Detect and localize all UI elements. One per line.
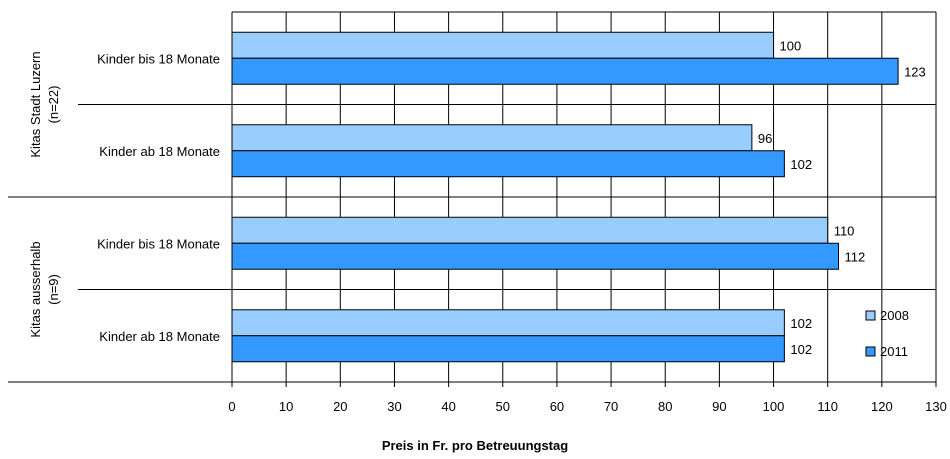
legend: 2008 2011 [865, 308, 909, 359]
x-tick-label: 0 [228, 399, 235, 414]
legend-swatch-2011 [865, 346, 876, 357]
x-tick-label: 120 [871, 399, 893, 414]
bar-2008-3 [231, 309, 785, 337]
x-tick-label: 40 [441, 399, 455, 414]
x-tick-label: 100 [763, 399, 785, 414]
x-tick-label: 90 [712, 399, 726, 414]
x-tick-label: 10 [279, 399, 293, 414]
category-label: Kinder ab 18 Monate [99, 144, 220, 159]
x-axis-title: Preis in Fr. pro Betreuungstag [382, 438, 568, 453]
category-labels: Kinder bis 18 Monate Kinder ab 18 Monate K… [97, 51, 220, 344]
bar-2011-1 [231, 150, 785, 178]
category-label: Kinder ab 18 Monate [99, 329, 220, 344]
value-label: 100 [780, 38, 802, 53]
group-labels: Kitas Stadt Luzern (n=22) Kitas ausserhalb… [28, 51, 61, 337]
category-label: Kinder bis 18 Monate [97, 51, 220, 66]
group-label: Kitas Stadt Luzern [28, 51, 43, 157]
x-tick-label: 60 [550, 399, 564, 414]
value-label: 123 [904, 64, 926, 79]
group-label: Kitas ausserhalb [28, 241, 43, 337]
value-label: 102 [790, 342, 812, 357]
bar-2011-2 [231, 242, 840, 270]
category-label: Kinder bis 18 Monate [97, 236, 220, 251]
bar-2008-0 [231, 31, 775, 59]
value-label: 96 [758, 131, 772, 146]
group-sublabel: (n=22) [46, 86, 61, 124]
value-label: 102 [790, 157, 812, 172]
x-tick-label: 50 [496, 399, 510, 414]
x-tick-label: 110 [817, 399, 838, 414]
x-tick-label: 70 [604, 399, 618, 414]
x-tick-label: 80 [658, 399, 672, 414]
legend-label: 2008 [880, 308, 909, 323]
bars [231, 31, 899, 363]
bar-2011-3 [231, 335, 785, 363]
bar-2008-2 [231, 216, 829, 244]
value-label: 110 [834, 223, 855, 238]
legend-swatch-2008 [865, 310, 876, 321]
x-tick-label: 130 [925, 399, 947, 414]
x-tick-label: 20 [333, 399, 347, 414]
value-label: 102 [790, 316, 812, 331]
value-labels: 100 96 110 102 123 102 112 102 [758, 38, 926, 357]
x-tick-labels: 0 10 20 30 40 50 60 70 80 90 100 110 120 130 [228, 399, 946, 414]
bar-2008-1 [231, 124, 753, 152]
bar-2011-0 [231, 57, 899, 85]
group-sublabel: (n=9) [46, 274, 61, 305]
value-label: 112 [845, 249, 866, 264]
x-tick-label: 30 [387, 399, 401, 414]
legend-label: 2011 [880, 344, 908, 359]
